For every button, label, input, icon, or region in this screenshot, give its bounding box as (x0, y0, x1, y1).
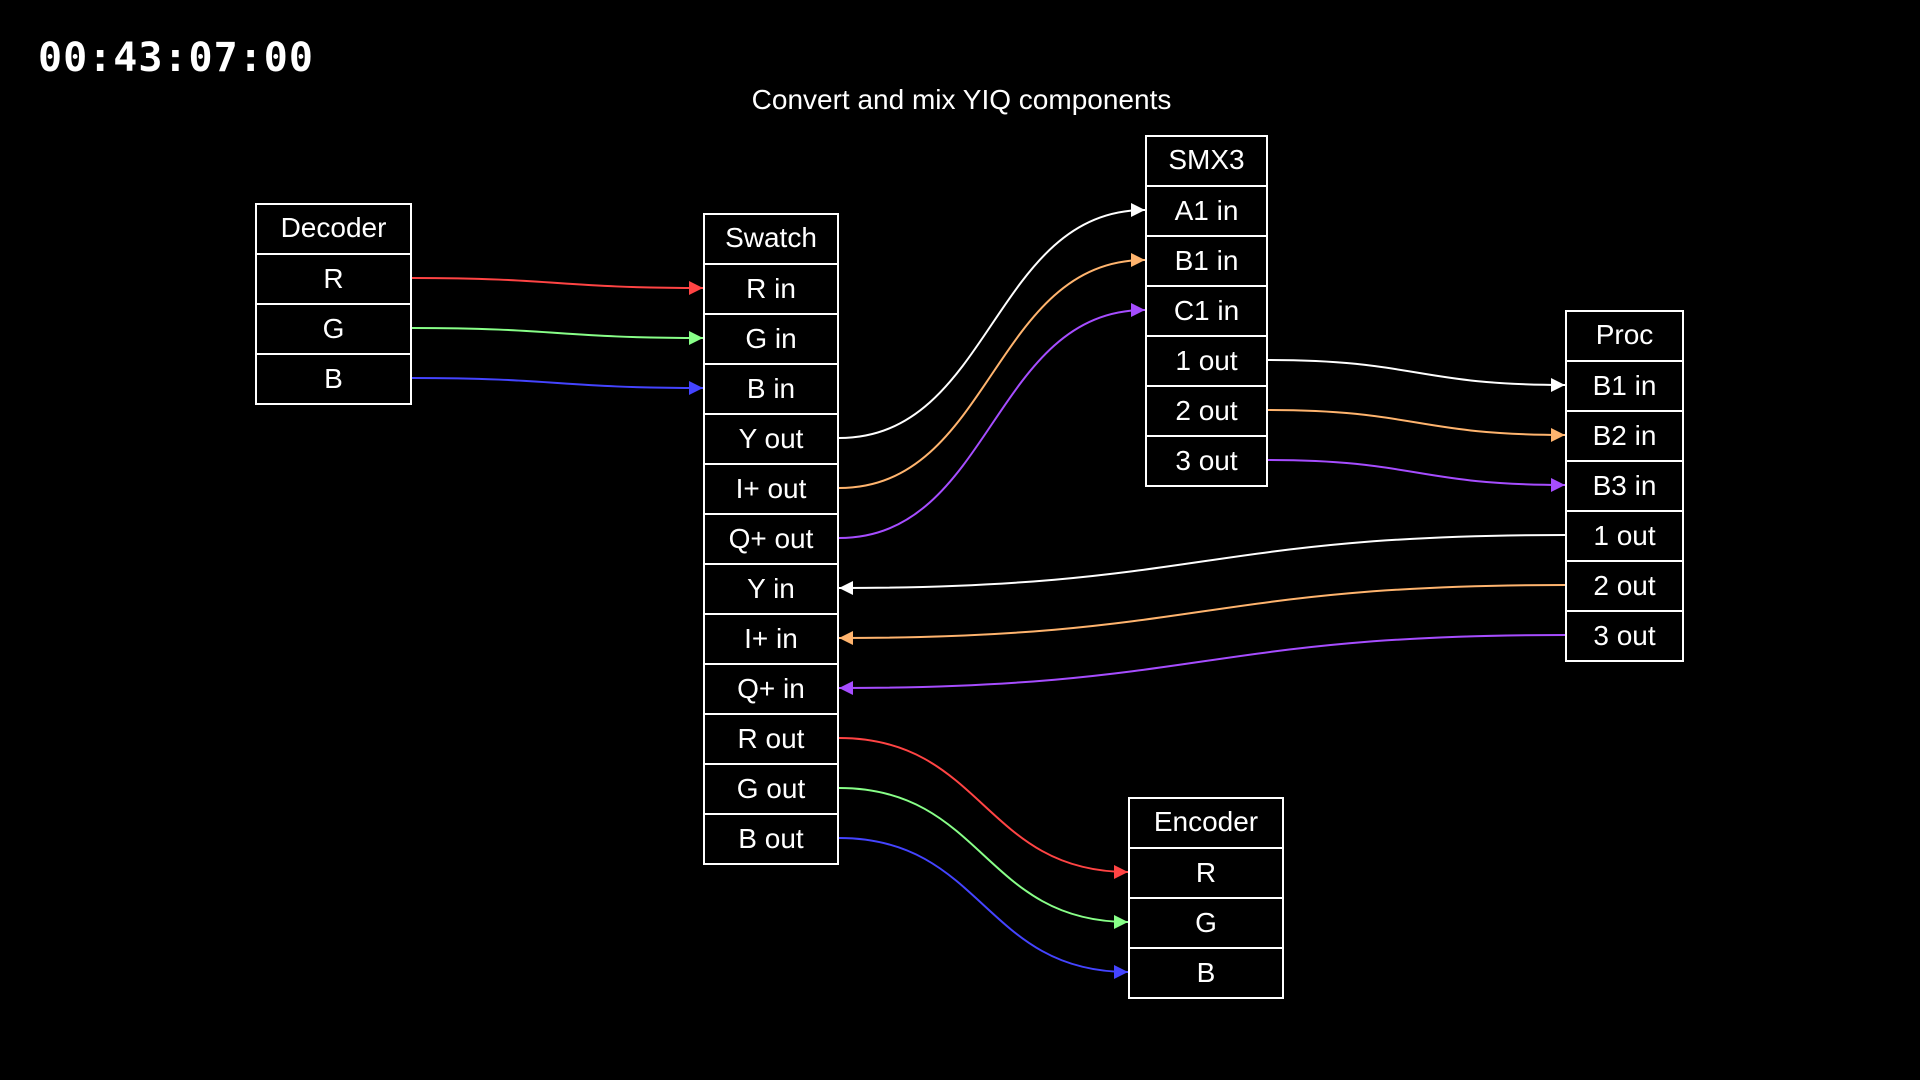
wire-smx3-2-out-to-proc-b2-in[interactable] (1267, 409, 1566, 442)
wire-swatch-i-plus-out-to-smx3-b1-in[interactable] (838, 253, 1146, 489)
swatch-port-q-plus-in[interactable]: Q+ in (705, 663, 837, 713)
swatch-port-b-out[interactable]: B out (705, 813, 837, 863)
proc-node[interactable]: Proc B1 in B2 in B3 in 1 out 2 out 3 out (1565, 310, 1684, 662)
proc-title: Proc (1595, 319, 1654, 350)
decoder-port-g[interactable]: G (257, 303, 410, 353)
swatch-port-q-plus-out[interactable]: Q+ out (705, 513, 837, 563)
wire-smx3-3-out-to-proc-b3-in[interactable] (1267, 459, 1566, 492)
wire-swatch-g-out-to-encoder-g[interactable] (838, 787, 1129, 929)
swatch-port-r-out[interactable]: R out (705, 713, 837, 763)
swatch-title: Swatch (725, 222, 817, 253)
swatch-port-g-out[interactable]: G out (705, 763, 837, 813)
wire-swatch-r-out-to-encoder-r[interactable] (838, 737, 1129, 879)
smx3-port-3-out[interactable]: 3 out (1147, 435, 1266, 485)
wire-proc-1-out-to-swatch-y-in[interactable] (838, 534, 1566, 595)
decoder-port-r[interactable]: R (257, 253, 410, 303)
wire-decoder-g-to-swatch-g-in[interactable] (411, 327, 704, 345)
encoder-node[interactable]: Encoder R G B (1128, 797, 1284, 999)
proc-port-2-out[interactable]: 2 out (1567, 560, 1682, 610)
swatch-port-i-plus-out[interactable]: I+ out (705, 463, 837, 513)
wire-swatch-q-plus-out-to-smx3-c1-in[interactable] (838, 303, 1146, 539)
decoder-port-b[interactable]: B (257, 353, 410, 403)
smx3-port-1-out[interactable]: 1 out (1147, 335, 1266, 385)
smx3-port-c1-in[interactable]: C1 in (1147, 285, 1266, 335)
wire-swatch-b-out-to-encoder-b[interactable] (838, 837, 1129, 979)
wire-proc-3-out-to-swatch-q-plus-in[interactable] (838, 634, 1566, 695)
swatch-port-i-plus-in[interactable]: I+ in (705, 613, 837, 663)
wire-proc-2-out-to-swatch-i-plus-in[interactable] (838, 584, 1566, 645)
swatch-port-y-in[interactable]: Y in (705, 563, 837, 613)
proc-port-3-out[interactable]: 3 out (1567, 610, 1682, 660)
proc-port-b2-in[interactable]: B2 in (1567, 410, 1682, 460)
swatch-port-r-in[interactable]: R in (705, 263, 837, 313)
smx3-port-a1-in[interactable]: A1 in (1147, 185, 1266, 235)
smx3-port-b1-in[interactable]: B1 in (1147, 235, 1266, 285)
encoder-port-r[interactable]: R (1130, 847, 1282, 897)
wire-smx3-1-out-to-proc-b1-in[interactable] (1267, 359, 1566, 392)
wire-swatch-y-out-to-smx3-a1-in[interactable] (838, 203, 1146, 439)
proc-port-1-out[interactable]: 1 out (1567, 510, 1682, 560)
swatch-port-y-out[interactable]: Y out (705, 413, 837, 463)
swatch-node[interactable]: Swatch R in G in B in Y out I+ out Q+ out Y in I… (703, 213, 839, 865)
smx3-node[interactable]: SMX3 A1 in B1 in C1 in 1 out 2 out 3 out (1145, 135, 1268, 487)
encoder-port-b[interactable]: B (1130, 947, 1282, 997)
decoder-title: Decoder (280, 212, 387, 243)
encoder-title: Encoder (1153, 806, 1259, 837)
wire-decoder-r-to-swatch-r-in[interactable] (411, 277, 704, 295)
proc-port-b3-in[interactable]: B3 in (1567, 460, 1682, 510)
decoder-node[interactable]: Decoder R G B (255, 203, 412, 405)
encoder-port-g[interactable]: G (1130, 897, 1282, 947)
proc-port-b1-in[interactable]: B1 in (1567, 360, 1682, 410)
swatch-port-g-in[interactable]: G in (705, 313, 837, 363)
timecode-display: 00:43:07:00 (38, 35, 314, 81)
smx3-title: SMX3 (1168, 144, 1245, 175)
diagram-title: Convert and mix YIQ components (751, 84, 1172, 115)
smx3-port-2-out[interactable]: 2 out (1147, 385, 1266, 435)
wire-decoder-b-to-swatch-b-in[interactable] (411, 377, 704, 395)
swatch-port-b-in[interactable]: B in (705, 363, 837, 413)
